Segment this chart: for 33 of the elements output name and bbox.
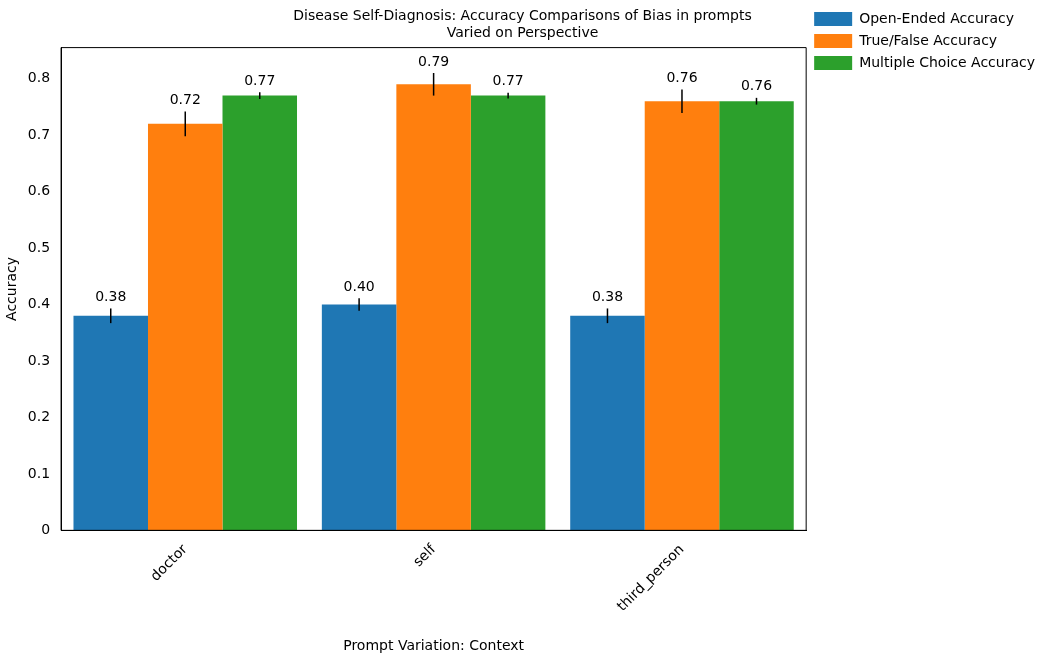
data-label: 0.77: [492, 72, 524, 89]
x-axis-title: Prompt Variation: Context: [343, 637, 525, 654]
bar: [470, 95, 546, 531]
legend-label: Open-Ended Accuracy: [859, 9, 1015, 26]
y-tick-label: 0.5: [27, 238, 51, 255]
legend-label: True/False Accuracy: [858, 31, 998, 48]
bar: [644, 101, 720, 531]
data-label: 0.79: [418, 52, 450, 69]
legend-label: Multiple Choice Accuracy: [859, 53, 1035, 70]
bar: [396, 84, 471, 531]
y-tick-label: 0.1: [27, 464, 51, 481]
data-label: 0.77: [244, 71, 276, 88]
bar: [719, 101, 794, 531]
chart-title: Disease Self-Diagnosis: Accuracy Comparisons of Bias in prompts Varied on Perspective: [293, 7, 752, 40]
data-label: 0.40: [343, 277, 375, 294]
data-label: 0.76: [740, 77, 773, 94]
y-tick-label: 0.4: [27, 295, 51, 312]
y-tick-label: 0.3: [27, 351, 51, 368]
y-tick-label: 0.6: [27, 182, 51, 199]
data-label: 0.76: [666, 69, 698, 86]
bar: [321, 304, 397, 531]
bar: [570, 315, 645, 531]
y-tick-label: 0: [41, 520, 51, 537]
y-tick-label: 0.7: [27, 125, 51, 142]
y-axis-title: Accuracy: [3, 257, 20, 321]
data-label: 0.38: [95, 288, 127, 305]
bar: [73, 315, 148, 531]
y-tick-label: 0.2: [27, 408, 51, 425]
data-label: 0.72: [169, 91, 201, 108]
y-tick-label: 0.8: [27, 69, 51, 86]
bar: [222, 95, 298, 531]
data-label: 0.38: [591, 288, 624, 305]
bar: [147, 123, 223, 531]
